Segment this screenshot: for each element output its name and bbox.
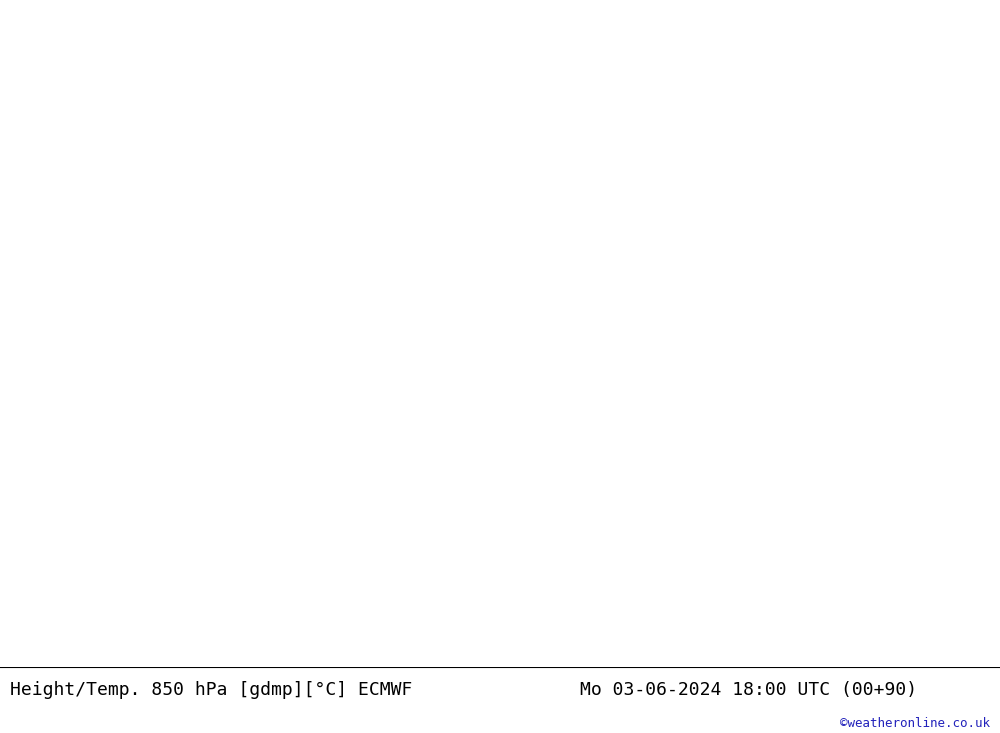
Text: Height/Temp. 850 hPa [gdmp][°C] ECMWF: Height/Temp. 850 hPa [gdmp][°C] ECMWF — [10, 681, 412, 699]
Text: Mo 03-06-2024 18:00 UTC (00+90): Mo 03-06-2024 18:00 UTC (00+90) — [580, 681, 917, 699]
Text: ©weatheronline.co.uk: ©weatheronline.co.uk — [840, 717, 990, 729]
